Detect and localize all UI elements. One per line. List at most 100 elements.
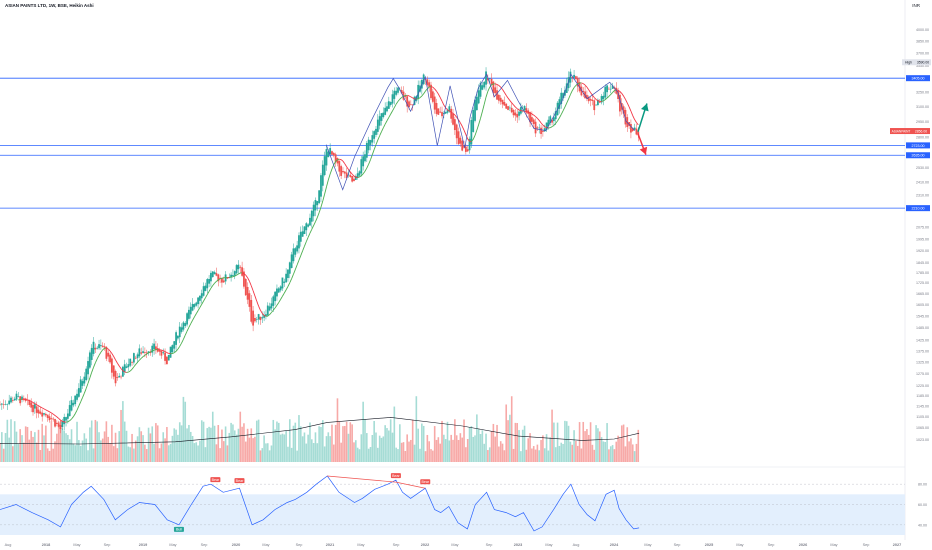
candle-body <box>622 106 625 114</box>
ma-segment <box>395 101 399 105</box>
volume-bar <box>160 443 163 462</box>
ma-segment <box>152 349 155 352</box>
volume-bar <box>217 425 220 462</box>
volume-bar <box>336 398 339 462</box>
volume-bar <box>567 425 570 462</box>
ma-segment <box>72 413 76 417</box>
candle-body <box>547 119 550 127</box>
ma-segment <box>309 229 313 234</box>
ma-segment <box>399 97 402 100</box>
volume-bar <box>92 448 95 462</box>
candle-body <box>294 248 297 255</box>
candle-body <box>158 349 161 352</box>
ma-segment <box>329 168 333 175</box>
volume-bar <box>296 450 298 462</box>
volume-bar <box>373 421 375 462</box>
ma-segment <box>419 95 423 99</box>
ma-segment <box>379 131 382 136</box>
volume-bar <box>180 425 183 462</box>
ma-segment <box>293 269 296 275</box>
up-arrow-head <box>640 103 649 112</box>
candle-body <box>334 154 337 162</box>
candle-body <box>94 347 97 350</box>
volume-bar <box>498 446 500 462</box>
volume-bar <box>61 428 64 462</box>
volume-bar <box>545 434 548 462</box>
volume-bar <box>584 431 586 462</box>
candle-body <box>70 400 73 411</box>
volume-bar <box>356 447 359 462</box>
volume-bar <box>285 430 287 462</box>
time-tick-label: 2024 <box>610 543 619 547</box>
ma-segment <box>533 114 536 117</box>
ma-segment <box>133 364 137 368</box>
level-badge <box>906 205 930 212</box>
price-tick-label: 4000.00 <box>916 28 929 32</box>
time-tick-label: 2027 <box>893 543 901 547</box>
rsi-line <box>0 475 640 532</box>
candle-body <box>457 131 460 145</box>
time-tick-label: May <box>169 543 176 547</box>
rsi-bear-label-box <box>420 479 431 485</box>
ma-segment <box>368 159 371 165</box>
candle-body <box>597 99 599 105</box>
ma-segment <box>608 94 612 97</box>
ma-segment <box>371 149 375 155</box>
candle-body <box>101 345 104 347</box>
volume-bar <box>235 434 238 462</box>
volume-bar <box>578 422 581 462</box>
ma-segment <box>274 305 278 309</box>
volume-bar <box>419 448 421 462</box>
ma-segment <box>83 388 87 394</box>
volume-bar <box>417 428 419 462</box>
candle-body <box>96 347 99 349</box>
candle-body <box>37 409 40 414</box>
ma-segment <box>557 117 560 122</box>
ma-segment <box>483 96 487 105</box>
candle-body <box>378 116 381 126</box>
candle-body <box>305 223 308 231</box>
ma-segment <box>137 359 140 363</box>
ma-segment <box>135 361 138 365</box>
candle-body <box>303 226 306 235</box>
price-tick-label: 1325.00 <box>916 360 929 364</box>
candle-body <box>250 299 253 322</box>
candle-body <box>397 87 399 93</box>
volume-bar <box>232 424 234 462</box>
ma-segment <box>626 102 630 108</box>
ma-segment <box>188 323 192 328</box>
volume-bar <box>156 425 159 462</box>
candle-body <box>0 404 1 406</box>
candle-body <box>508 107 511 109</box>
ma-segment <box>474 130 478 136</box>
candle-body <box>276 288 278 297</box>
candle-body <box>514 112 517 116</box>
price-tick-label: 1485.00 <box>916 326 929 330</box>
volume-bar <box>481 430 484 462</box>
ma-segment <box>516 108 520 111</box>
candle-body <box>593 100 596 111</box>
candle-body <box>50 418 53 420</box>
time-tick-label: Sep <box>768 543 775 547</box>
candle-body <box>323 156 326 176</box>
volume-bar <box>452 439 454 462</box>
candle-body <box>433 96 436 110</box>
ma-segment <box>300 250 304 256</box>
candle-body <box>413 96 416 105</box>
volume-bar <box>226 445 229 462</box>
volume-bar <box>166 427 168 462</box>
candle-body <box>127 364 130 368</box>
volume-bar <box>1 432 3 462</box>
ma-segment <box>360 173 364 177</box>
candle-body <box>248 293 251 307</box>
volume-bar <box>230 422 232 462</box>
ma-segment <box>98 351 102 356</box>
candle-body <box>340 166 343 176</box>
volume-bar <box>521 429 524 462</box>
volume-bar <box>589 422 592 462</box>
candle-body <box>479 82 482 97</box>
candle-body <box>534 121 537 134</box>
ma-segment <box>71 416 74 420</box>
candle-body <box>554 111 557 120</box>
